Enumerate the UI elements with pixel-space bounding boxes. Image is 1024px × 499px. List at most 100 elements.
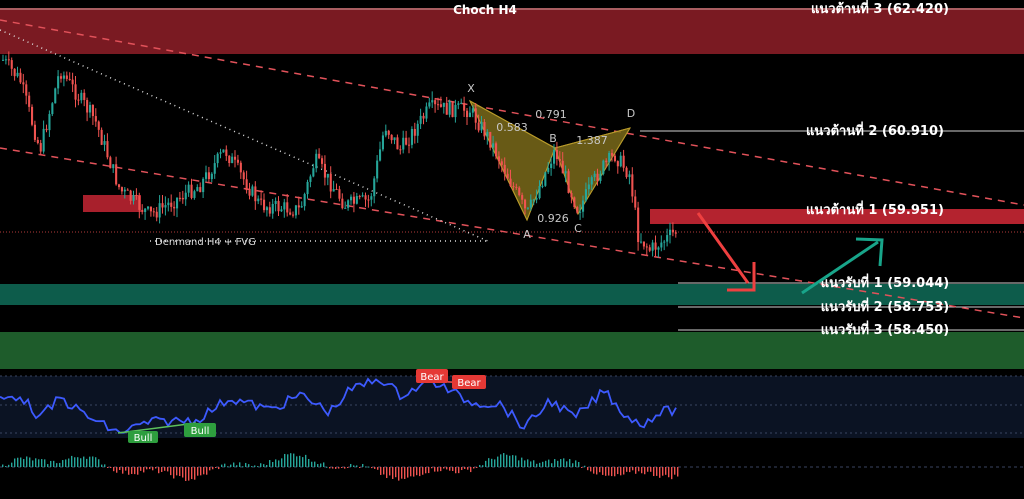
histogram-bar-67 [203, 467, 205, 475]
histogram-bar-30 [92, 456, 94, 467]
histogram-bar-121 [365, 466, 367, 468]
projection-down-arrowhead [727, 262, 756, 292]
histogram-bar-171 [515, 455, 517, 467]
histogram-bar-99 [299, 455, 301, 467]
candle-body-180 [524, 199, 527, 209]
candle-body-97 [283, 202, 286, 210]
candle-body-143 [416, 123, 419, 136]
candle-body-8 [25, 84, 28, 96]
histogram-bar-100 [302, 457, 304, 467]
candle-body-29 [86, 100, 89, 113]
histogram-bar-224 [674, 467, 676, 475]
resistance-label-2: แนวต้านที่ 2 (60.910) [806, 121, 944, 139]
histogram-bar-219 [659, 467, 661, 478]
candle-body-105 [306, 181, 309, 195]
candle-body-35 [103, 141, 106, 145]
histogram-bar-95 [287, 454, 289, 467]
histogram-bar-76 [230, 464, 232, 467]
candle-body-56 [164, 205, 167, 208]
candle-body-231 [671, 229, 674, 233]
candle-body-25 [74, 84, 77, 100]
candle-body-75 [219, 152, 222, 154]
histogram-bar-194 [584, 465, 586, 467]
candle-body-126 [367, 199, 370, 201]
candle-body-108 [315, 153, 318, 169]
histogram-bar-214 [644, 467, 646, 475]
histogram-bar-81 [245, 462, 247, 467]
candle-body-116 [338, 189, 341, 199]
histogram-bar-181 [545, 460, 547, 467]
candle-body-120 [350, 196, 353, 201]
candle-body-115 [335, 189, 338, 191]
candle-body-87 [254, 186, 257, 202]
histogram-bar-26 [80, 458, 82, 467]
candle-body-14 [42, 128, 45, 152]
histogram-bar-86 [260, 463, 262, 467]
candle-body-227 [660, 242, 663, 248]
candle-body-137 [399, 149, 402, 151]
candle-body-42 [123, 189, 126, 192]
candle-body-72 [210, 173, 213, 180]
histogram-bar-158 [476, 467, 478, 468]
histogram-bar-128 [386, 467, 388, 479]
candle-body-79 [231, 156, 234, 164]
histogram-bar-129 [389, 467, 391, 476]
histogram-bar-96 [290, 453, 292, 467]
candle-body-202 [587, 184, 590, 190]
candle-body-212 [616, 161, 619, 167]
histogram-bar-168 [506, 454, 508, 467]
histogram-bar-125 [377, 467, 379, 470]
histogram-bar-36 [110, 467, 112, 468]
histogram-bar-175 [527, 459, 529, 467]
harmonic-point-d: D [627, 107, 635, 120]
candle-body-12 [36, 139, 39, 144]
candle-body-61 [178, 197, 181, 199]
candle-body-52 [152, 211, 155, 213]
histogram-bar-98 [296, 456, 298, 467]
candle-body-155 [451, 101, 454, 118]
histogram-bar-204 [614, 467, 616, 477]
candle-body-69 [202, 178, 205, 193]
candle-body-74 [216, 153, 219, 164]
candle-body-86 [251, 186, 254, 196]
histogram-bar-64 [194, 467, 196, 480]
candle-body-100 [292, 214, 295, 216]
histogram-bar-127 [383, 467, 385, 475]
histogram-bar-9 [29, 457, 31, 467]
histogram-bar-79 [239, 462, 241, 467]
candle-body-198 [576, 207, 579, 213]
histogram-bar-222 [668, 467, 670, 478]
candle-body-103 [300, 206, 303, 208]
histogram-bar-156 [470, 467, 472, 473]
candle-body-94 [274, 200, 277, 204]
histogram-bar-35 [107, 467, 109, 468]
histogram-bar-178 [536, 463, 538, 467]
histogram-bar-134 [404, 467, 406, 479]
histogram-bar-208 [626, 467, 628, 472]
histogram-bar-221 [665, 467, 667, 475]
histogram-bar-160 [482, 465, 484, 467]
histogram-bar-8 [26, 456, 28, 467]
candle-body-178 [518, 187, 521, 196]
histogram-bar-122 [368, 466, 370, 468]
candle-body-127 [370, 196, 373, 200]
indicator-panel [0, 376, 1024, 438]
candle-body-140 [408, 144, 411, 146]
candle-body-184 [535, 198, 538, 200]
candle-body-187 [544, 172, 547, 186]
histogram-bar-0 [2, 464, 4, 467]
histogram-bar-177 [533, 460, 535, 467]
histogram-bar-110 [332, 467, 334, 469]
candle-body-219 [637, 207, 640, 243]
projection-up-arrowhead [855, 237, 884, 267]
candle-body-55 [161, 203, 164, 208]
histogram-bar-225 [677, 467, 679, 477]
histogram-bar-48 [146, 467, 148, 470]
harmonic-point-c: C [574, 222, 582, 235]
candle-body-54 [158, 203, 161, 218]
histogram-bar-150 [452, 467, 454, 472]
candle-body-107 [312, 168, 315, 177]
histogram-bar-176 [530, 461, 532, 467]
candle-body-58 [170, 202, 173, 207]
